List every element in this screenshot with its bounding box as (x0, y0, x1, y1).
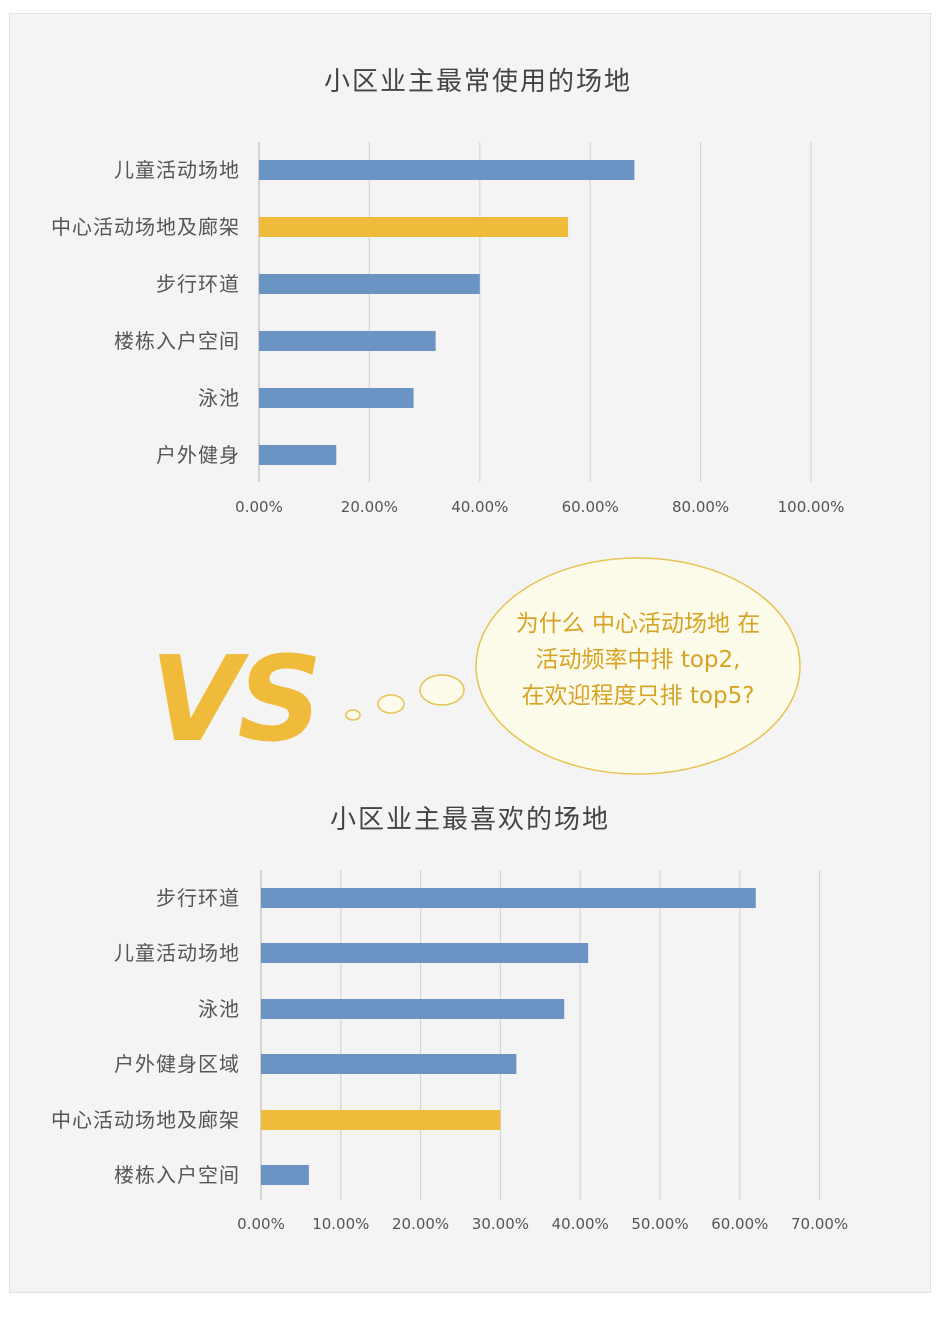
x-tick-label: 30.00% (472, 1215, 529, 1233)
x-tick-label: 60.00% (711, 1215, 768, 1233)
x-tick-label: 0.00% (235, 498, 283, 516)
chart-title: 小区业主最常使用的场地 (324, 67, 632, 97)
x-tick-label: 80.00% (672, 498, 729, 516)
x-tick-label: 60.00% (562, 498, 619, 516)
bar (259, 445, 337, 465)
category-label: 儿童活动场地 (114, 941, 240, 965)
bar (261, 1054, 517, 1074)
bar (261, 888, 756, 908)
x-tick-label: 100.00% (778, 498, 845, 516)
category-label: 步行环道 (156, 886, 240, 910)
category-label: 泳池 (198, 386, 240, 410)
category-label: 泳池 (198, 997, 240, 1021)
thought-dot-large (419, 674, 465, 706)
x-tick-label: 50.00% (631, 1215, 688, 1233)
bubble-line-1: 为什么 中心活动场地 在 (515, 611, 761, 637)
category-label: 楼栋入户空间 (114, 329, 240, 353)
bar (259, 388, 414, 408)
chart-title: 小区业主最喜欢的场地 (330, 805, 610, 835)
category-label: 楼栋入户空间 (114, 1163, 240, 1187)
category-label: 户外健身 (156, 443, 240, 467)
category-label: 儿童活动场地 (114, 158, 240, 182)
bar (259, 331, 436, 351)
x-tick-label: 20.00% (392, 1215, 449, 1233)
x-tick-label: 0.00% (237, 1215, 285, 1233)
bar (261, 1165, 309, 1185)
thought-dot-medium (377, 694, 405, 714)
bar (261, 999, 565, 1019)
category-label: 户外健身区域 (114, 1052, 240, 1076)
x-tick-label: 20.00% (341, 498, 398, 516)
bar (261, 943, 589, 963)
x-tick-label: 40.00% (552, 1215, 609, 1233)
bubble-line-2: 活动频率中排 top2, (535, 647, 741, 673)
bubble-question: 为什么 中心活动场地 在 活动频率中排 top2, 在欢迎程度只排 top5? (488, 606, 788, 714)
category-label: 中心活动场地及廊架 (51, 215, 240, 239)
bar (261, 1110, 501, 1130)
x-tick-label: 70.00% (791, 1215, 848, 1233)
bar (259, 274, 480, 294)
thought-bubble-body (475, 557, 801, 775)
x-tick-label: 40.00% (451, 498, 508, 516)
vs-label: VS (150, 630, 322, 768)
thought-dot-small (345, 709, 361, 721)
category-label: 中心活动场地及廊架 (51, 1108, 240, 1132)
bar (259, 217, 569, 237)
bar (259, 160, 635, 180)
bubble-line-3: 在欢迎程度只排 top5? (521, 683, 755, 709)
category-label: 步行环道 (156, 272, 240, 296)
x-tick-label: 10.00% (312, 1215, 369, 1233)
